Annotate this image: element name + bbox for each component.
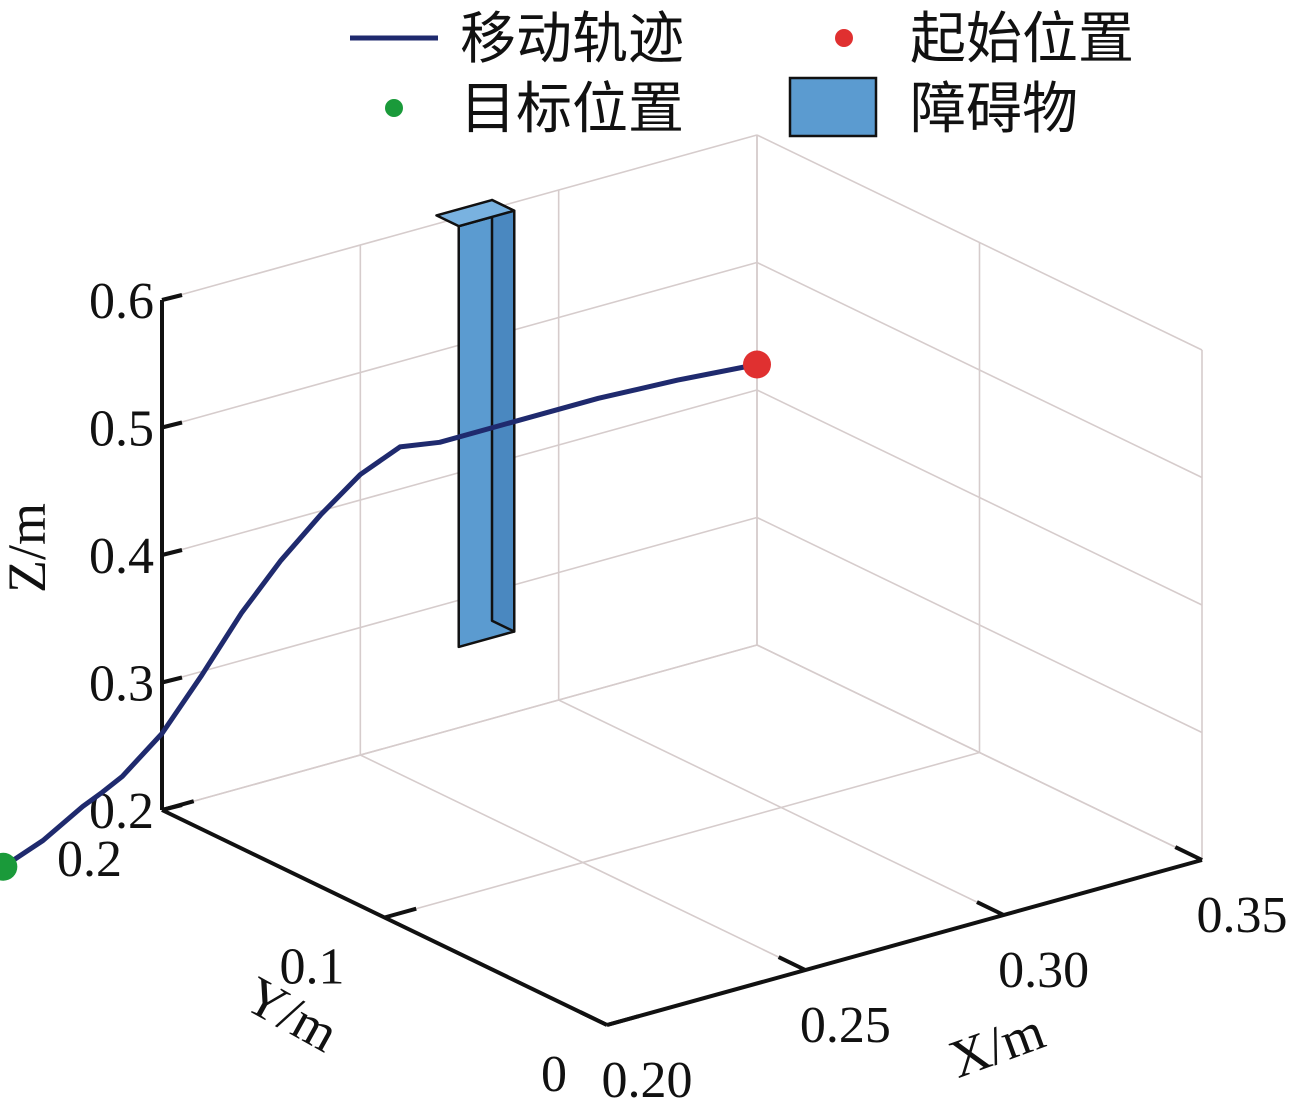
x-tick-label: 0.30 <box>998 942 1089 999</box>
obstacle-top-face <box>435 198 516 228</box>
z-tick-label: 0.4 <box>89 528 154 585</box>
trajectory-line <box>0 362 760 870</box>
z-tick-label: 0.5 <box>89 401 154 458</box>
legend-label: 起始位置 <box>910 7 1134 72</box>
x-tick <box>777 955 807 972</box>
y-tick <box>606 1014 640 1027</box>
z-tick <box>161 803 183 812</box>
x-tick <box>976 900 1005 917</box>
x-axis-label: X/m <box>941 1000 1052 1089</box>
legend-label: 目标位置 <box>460 77 684 142</box>
legend-marker-swatch <box>385 99 403 117</box>
grid-line-sidewall-z <box>756 134 1203 351</box>
y-tick <box>383 906 417 920</box>
legend-marker-swatch <box>835 29 853 47</box>
data-layer <box>0 198 771 881</box>
x-tick-label: 0.20 <box>602 1052 693 1102</box>
legend-label: 障碍物 <box>910 77 1078 142</box>
grid-layer <box>161 134 1203 1026</box>
z-tick-label: 0.2 <box>89 783 154 840</box>
x-tick-label: 0.25 <box>800 997 891 1054</box>
legend-label: 移动轨迹 <box>460 7 684 72</box>
legend-patch-swatch <box>788 76 878 138</box>
obstacle-side-face <box>490 198 516 633</box>
z-tick-label: 0.6 <box>89 273 154 330</box>
grid-line-sidewall-z <box>756 516 1203 734</box>
grid-line-sidewall-z <box>756 389 1203 606</box>
x-tick <box>1174 845 1203 862</box>
grid-line-floor-y <box>384 751 980 919</box>
target-point-marker <box>0 852 18 881</box>
z-tick <box>161 675 183 685</box>
z-tick-label: 0.3 <box>89 656 154 713</box>
z-tick <box>161 420 183 430</box>
legend-entry: 移动轨迹 <box>350 7 684 72</box>
y-tick-label: 0.1 <box>280 939 345 996</box>
x-tick-label: 0.35 <box>1197 887 1288 944</box>
z-axis-label: Z/m <box>0 503 57 593</box>
legend-entry: 目标位置 <box>385 77 684 142</box>
x-axis-line <box>606 858 1203 1027</box>
z-tick <box>161 548 183 557</box>
grid-line-floor-y <box>161 644 758 811</box>
axes-layer <box>160 300 1203 1027</box>
legend-entry: 障碍物 <box>788 76 1078 142</box>
y-tick-label: 0 <box>541 1046 567 1102</box>
legend-entry: 起始位置 <box>835 7 1134 72</box>
x-tick <box>579 1010 608 1027</box>
axis-labels: Z/m Y/m X/m <box>0 503 1052 1090</box>
start-point-marker <box>743 350 771 379</box>
y-tick-label: 0.2 <box>57 831 122 888</box>
ticks-layer: 0.20 0.25 0.30 0.35 0 0.1 0.20.2 0.3 0.4 0.5 0.6 <box>57 273 1288 1102</box>
z-tick <box>161 293 183 302</box>
grid-line-sidewall-z <box>756 261 1203 479</box>
